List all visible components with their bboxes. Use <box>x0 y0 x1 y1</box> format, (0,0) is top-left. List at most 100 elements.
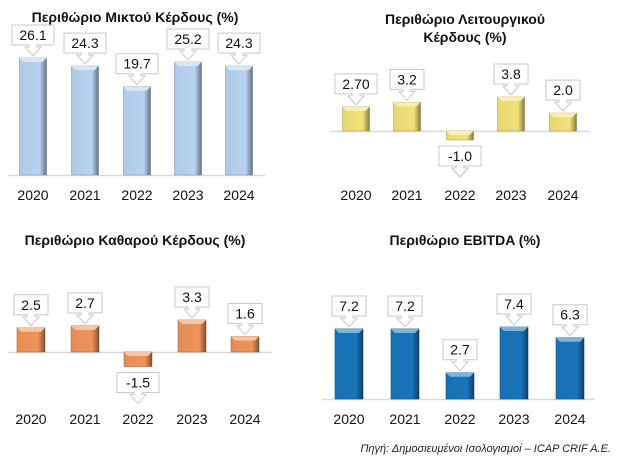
bar-bevel <box>500 327 528 331</box>
bar-bevel <box>335 328 363 333</box>
bar-bevel <box>17 327 45 332</box>
bar-2020 <box>19 57 47 176</box>
bar-bevel <box>19 58 47 62</box>
bar-2021 <box>71 65 99 176</box>
data-label-callout <box>552 304 588 337</box>
bar-shading <box>123 86 151 175</box>
x-tick-label: 2020 <box>333 411 364 427</box>
bar-2022 <box>123 86 151 176</box>
bar-2023 <box>174 61 202 176</box>
bar-bevel <box>174 62 202 67</box>
bar-shading <box>71 66 99 175</box>
x-tick-label: 2023 <box>498 411 529 427</box>
data-label: 25.2 <box>174 31 201 47</box>
data-label: 7.2 <box>395 298 415 314</box>
bar-bevel <box>446 372 474 377</box>
data-label: 2.5 <box>21 297 41 313</box>
bar-2024 <box>225 65 253 176</box>
data-label: 24.3 <box>225 35 252 51</box>
bar-bevel <box>446 131 474 135</box>
bar-bevel <box>123 86 151 91</box>
bar-bevel <box>497 97 525 101</box>
data-label-callout <box>115 53 159 86</box>
data-label-callout <box>387 295 423 328</box>
bar-bevel <box>391 328 419 333</box>
bar-2021 <box>393 102 421 132</box>
x-tick-label: 2021 <box>69 411 100 427</box>
x-tick-label: 2020 <box>15 411 46 427</box>
x-tick-label: 2020 <box>17 187 48 203</box>
bar-shading <box>174 62 202 175</box>
bar-bevel <box>231 336 259 341</box>
bar-shading <box>556 337 584 399</box>
data-label-callout <box>227 302 263 336</box>
x-tick-label: 2023 <box>172 187 203 203</box>
data-label: 3.3 <box>182 289 202 305</box>
bar-2024 <box>549 112 577 132</box>
bar-shading <box>497 97 525 131</box>
bar-2022 <box>445 372 475 400</box>
data-label: 7.4 <box>504 296 524 312</box>
bar-shading <box>19 58 47 175</box>
x-tick-label: 2023 <box>495 187 526 203</box>
bar-bevel <box>71 66 99 71</box>
bar-2020 <box>334 328 364 400</box>
bar-bevel <box>393 102 421 107</box>
bar-bevel <box>225 66 253 71</box>
data-label-callout <box>217 32 261 65</box>
chart-2: 2.5 2020 2.7 2021 -1.5 2022 3.3 2023 1.6 2024 <box>8 286 272 427</box>
x-tick-label: 2024 <box>229 411 260 427</box>
bar-shading <box>446 372 474 399</box>
x-tick-label: 2021 <box>389 411 420 427</box>
data-label-callout <box>174 286 210 319</box>
bar-bevel <box>549 113 577 118</box>
chart-3: 7.2 2020 7.2 2021 2.7 2022 7.4 2023 6.3 2024 <box>322 293 595 427</box>
data-label: 3.2 <box>397 71 417 87</box>
data-label: 26.1 <box>19 27 46 43</box>
data-label-callout <box>442 339 478 372</box>
data-label-callout <box>116 372 160 405</box>
data-label: 2.0 <box>553 82 573 98</box>
bar-2024 <box>555 337 585 400</box>
data-label-callout <box>334 73 378 106</box>
bar-shading <box>71 325 99 352</box>
data-label: -1.5 <box>126 375 150 391</box>
bar-bevel <box>556 337 584 342</box>
data-label: 24.3 <box>71 35 98 51</box>
data-label-callout <box>331 295 367 328</box>
chart-1: 2.70 2020 3.2 2021 -1.0 2022 3.8 2023 2.0 2024 <box>330 63 590 203</box>
data-label-callout <box>11 24 55 57</box>
bar-2023 <box>499 326 529 400</box>
bar-shading <box>225 66 253 175</box>
bar-2023 <box>497 96 525 132</box>
chart-0: 26.1 2020 24.3 2021 19.7 2022 25.2 2023 24.3 2024 <box>8 24 265 203</box>
source-note: Πηγή: Δημοσιευμένοι Ισολογισμοί – ICAP C… <box>360 443 611 455</box>
bar-shading <box>178 320 206 352</box>
x-tick-label: 2023 <box>176 411 207 427</box>
data-label: 7.2 <box>339 298 359 314</box>
data-label: 3.8 <box>501 66 521 82</box>
x-tick-label: 2022 <box>444 411 475 427</box>
data-label: 2.7 <box>450 342 470 358</box>
bar-2023 <box>177 319 207 353</box>
bar-2024 <box>230 336 260 353</box>
data-label: 2.70 <box>342 76 369 92</box>
x-tick-label: 2021 <box>69 187 100 203</box>
bar-2022 <box>123 351 153 367</box>
data-label-callout <box>63 32 107 65</box>
bar-2021 <box>390 328 420 400</box>
x-tick-label: 2020 <box>340 187 371 203</box>
x-tick-label: 2024 <box>554 411 585 427</box>
bar-bevel <box>124 352 152 356</box>
data-label-callout <box>496 293 532 326</box>
bar-bevel <box>178 320 206 324</box>
chart-title-ebitda-margin: Περιθώριο EBITDA (%) <box>389 232 541 248</box>
data-label-callout <box>545 79 581 112</box>
bar-2020 <box>342 106 370 132</box>
data-label-callout <box>389 68 425 102</box>
bar-shading <box>500 327 528 399</box>
bar-shading <box>17 327 45 352</box>
bar-2020 <box>16 327 46 353</box>
x-tick-label: 2022 <box>122 411 153 427</box>
bar-shading <box>335 328 363 399</box>
